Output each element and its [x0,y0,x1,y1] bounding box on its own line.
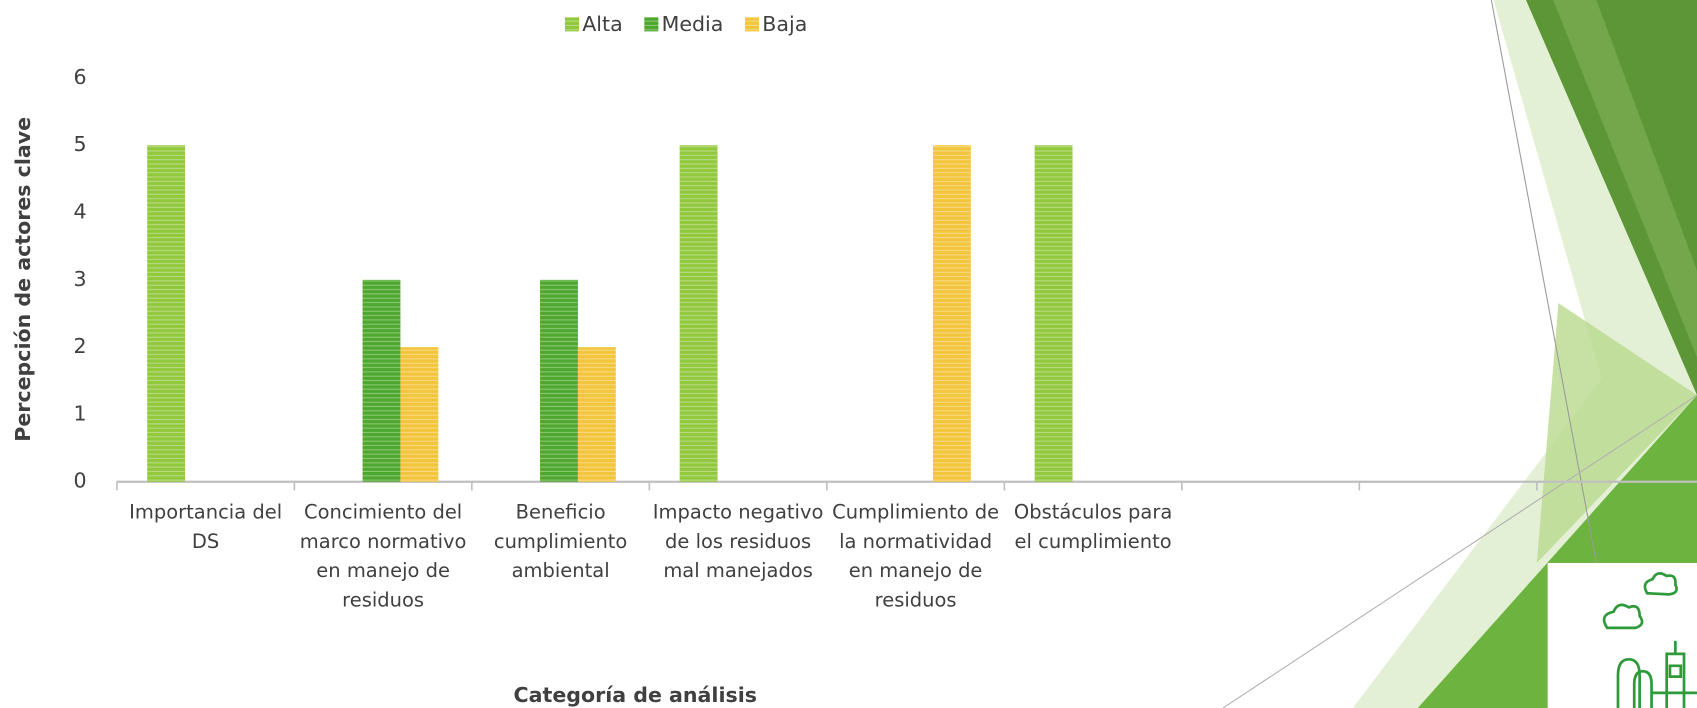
legend: Alta Media Baja [565,12,807,36]
bar [147,145,185,482]
y-tick-label: 3 [74,267,87,291]
legend-label: Alta [582,12,622,36]
x-tick-label: Concimiento del marco normativo en manej… [297,498,470,615]
y-axis-title: Percepción de actores clave [11,117,35,442]
y-tick-label: 2 [74,334,87,358]
y-tick-label: 6 [74,65,87,89]
x-axis-title: Categoría de análisis [514,683,757,707]
page: 0 1 2 3 4 5 6 Percepción de actores clave Catego… [0,0,1697,708]
x-tick-label: Impacto negativo de los residuos mal man… [652,498,825,586]
y-tick-label: 5 [74,132,87,156]
y-tick-label: 1 [74,401,87,425]
legend-swatch [565,17,579,31]
legend-swatch [644,17,658,31]
y-tick-label: 0 [74,469,87,493]
x-tick-label: Obstáculos para el cumplimiento [1007,498,1180,556]
slide: 0 1 2 3 4 5 6 Percepción de actores clave Catego… [0,0,1697,708]
y-tick-label: 4 [74,200,87,224]
legend-label: Media [662,12,724,36]
x-tick-label: Beneficio cumplimiento ambiental [474,498,647,586]
bar [1035,145,1073,482]
x-tick-label: Cumplimiento de la normatividad en manej… [829,498,1002,615]
bar [680,145,718,482]
bar [400,347,438,482]
bar [578,347,616,482]
legend-swatch [745,17,759,31]
bar [540,280,578,482]
x-tick-label: Importancia del DS [119,498,292,556]
legend-label: Baja [762,12,807,36]
bar [933,145,971,482]
bar [363,280,401,482]
